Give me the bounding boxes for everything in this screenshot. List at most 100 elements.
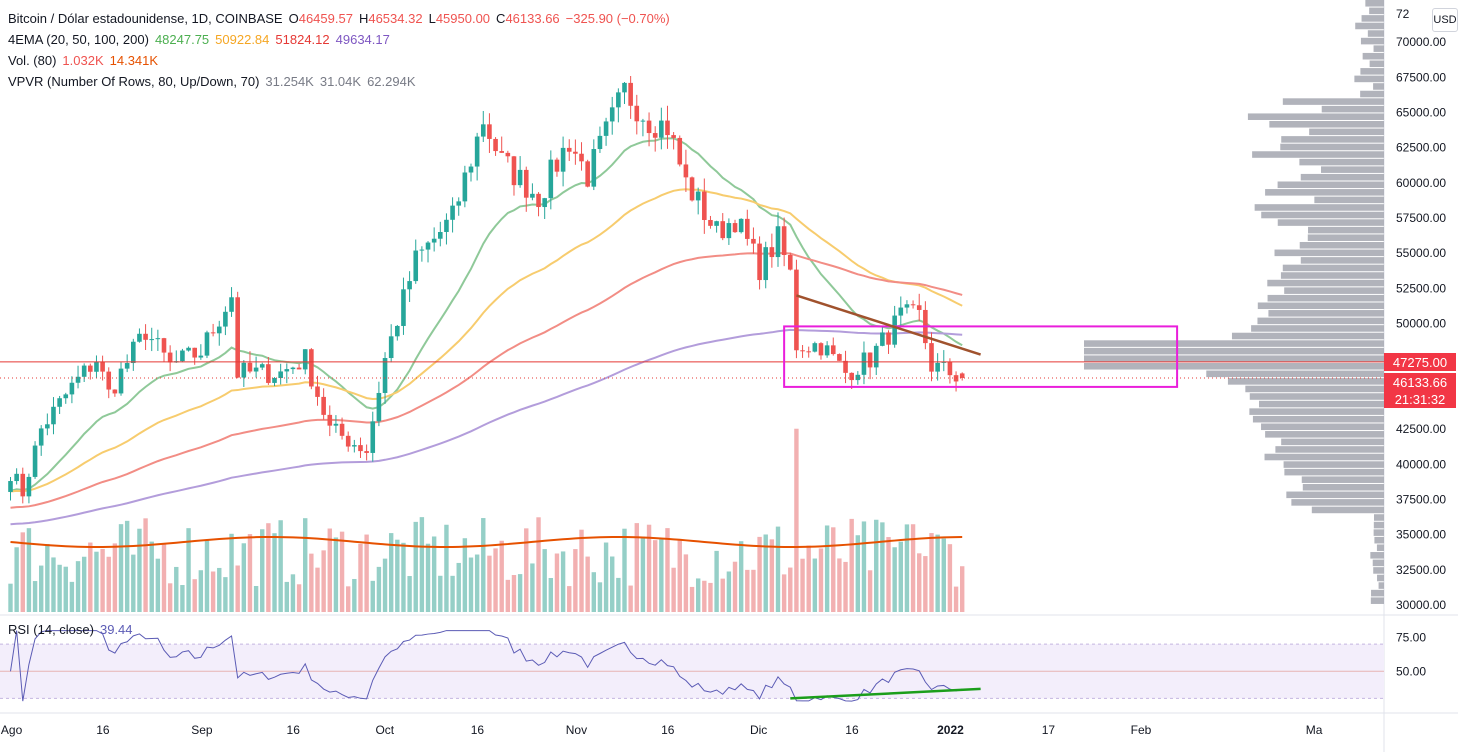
price-axis-tick: 70000.00 [1396, 35, 1446, 49]
vpvr-bar [1252, 151, 1384, 158]
candle-body [916, 305, 922, 310]
vpvr-bar [1282, 98, 1384, 105]
candle-body [100, 361, 105, 372]
volume-bar [726, 571, 732, 612]
volume-bar [468, 557, 474, 612]
price-axis-tick: 40000.00 [1396, 457, 1446, 471]
time-axis-label: Feb [1131, 723, 1152, 737]
ema50-line [10, 188, 963, 493]
volume-bar [431, 536, 437, 612]
candle-body [259, 364, 265, 368]
vpvr-bar [1277, 219, 1384, 226]
candle-body [579, 153, 584, 162]
volume-bar [536, 517, 541, 612]
candle-body [745, 218, 750, 239]
vpvr-bar [1281, 438, 1384, 446]
candle-body [413, 250, 419, 282]
candle-body [732, 223, 738, 233]
legend-ema-row[interactable]: 4EMA (20, 50, 100, 200) 48247.75 50922.8… [8, 29, 670, 50]
volume-bar [438, 575, 443, 612]
chart-legend: Bitcoin / Dólar estadounidense, 1D, COIN… [8, 8, 670, 92]
vpvr-bar [1257, 302, 1384, 310]
candle-body [628, 82, 633, 106]
volume-bar [837, 558, 842, 612]
volume-bar [217, 567, 222, 612]
vpvr-bar [1274, 249, 1384, 257]
volume-bar [425, 543, 431, 612]
countdown-tag: 21:31:32 [1384, 390, 1456, 408]
candle-body [235, 297, 240, 378]
vpvr-bar [1280, 143, 1384, 151]
vpvr-bar [1300, 173, 1384, 181]
price-axis-tick: 55000.00 [1396, 246, 1446, 260]
candle-body [155, 338, 161, 340]
price-change: −325.90 (−0.70%) [565, 11, 670, 26]
candle-body [947, 361, 953, 376]
price-axis-tick: 30000.00 [1396, 598, 1446, 612]
volume-bar [8, 583, 13, 612]
volume-bar [800, 558, 805, 612]
volume-bar [161, 543, 167, 612]
volume-bar [517, 574, 523, 612]
vpvr-bar [1370, 597, 1384, 604]
candle-body [652, 133, 658, 138]
candle-body [69, 382, 75, 395]
vpvr-bar [1265, 431, 1384, 438]
legend-vpvr-row[interactable]: VPVR (Number Of Rows, 80, Up/Down, 70) 3… [8, 71, 670, 92]
vpvr-bar [1084, 340, 1384, 347]
volume-bar [542, 549, 547, 612]
volume-bar [401, 542, 406, 612]
candle-body [143, 333, 148, 340]
volume-bar [597, 582, 603, 612]
volume-bar [818, 548, 824, 612]
volume-bar [321, 550, 326, 612]
volume-bar [339, 531, 345, 612]
currency-badge[interactable]: USD [1432, 8, 1458, 32]
volume-bar [671, 567, 676, 612]
volume-bar [505, 579, 511, 612]
candle-body [431, 238, 437, 243]
volume-bar [653, 540, 658, 612]
legend-vol-row[interactable]: Vol. (80) 1.032K 14.341K [8, 50, 670, 71]
volume-bar [567, 586, 572, 612]
price-axis-tick: 65000.00 [1396, 106, 1446, 120]
volume-bar [665, 528, 670, 612]
volume-bar [100, 548, 105, 612]
volume-bar [585, 556, 590, 612]
candle-body [38, 428, 44, 446]
price-axis-tick-partial: 72 [1396, 7, 1410, 21]
volume-bar [794, 428, 799, 612]
vpvr-bar [1267, 294, 1384, 302]
candle-body [665, 120, 670, 136]
rsi-axis-tick: 50.00 [1396, 664, 1426, 678]
vpvr-bar [1307, 234, 1384, 241]
time-axis-label: 16 [661, 723, 675, 737]
vpvr-bar [1249, 408, 1384, 415]
volume-bar [511, 575, 517, 612]
volume-bar [278, 520, 283, 612]
candle-body [106, 371, 112, 390]
candle-body [192, 347, 197, 358]
vpvr-bar [1369, 60, 1384, 68]
volume-bar [20, 532, 25, 612]
candle-body [180, 350, 185, 362]
candle-body [634, 105, 640, 122]
candle-body [14, 473, 19, 482]
vpvr-bar [1261, 423, 1384, 431]
vpvr-bar [1268, 310, 1384, 317]
candle-body [45, 424, 50, 429]
ema-name: 4EMA (20, 50, 100, 200) [8, 32, 149, 47]
volume-bar [634, 523, 639, 612]
volume-bar [407, 576, 412, 612]
rsi-legend[interactable]: RSI (14, close) 39.44 [8, 622, 133, 637]
volume-bar [702, 580, 707, 612]
volume-bar [904, 524, 910, 612]
candle-body [935, 362, 940, 372]
volume-bar [855, 535, 861, 612]
time-axis-label: 17 [1042, 723, 1056, 737]
candle-body [94, 361, 99, 372]
volume-bar [616, 577, 621, 612]
candle-body [499, 151, 504, 153]
vpvr-bar [1373, 567, 1384, 574]
